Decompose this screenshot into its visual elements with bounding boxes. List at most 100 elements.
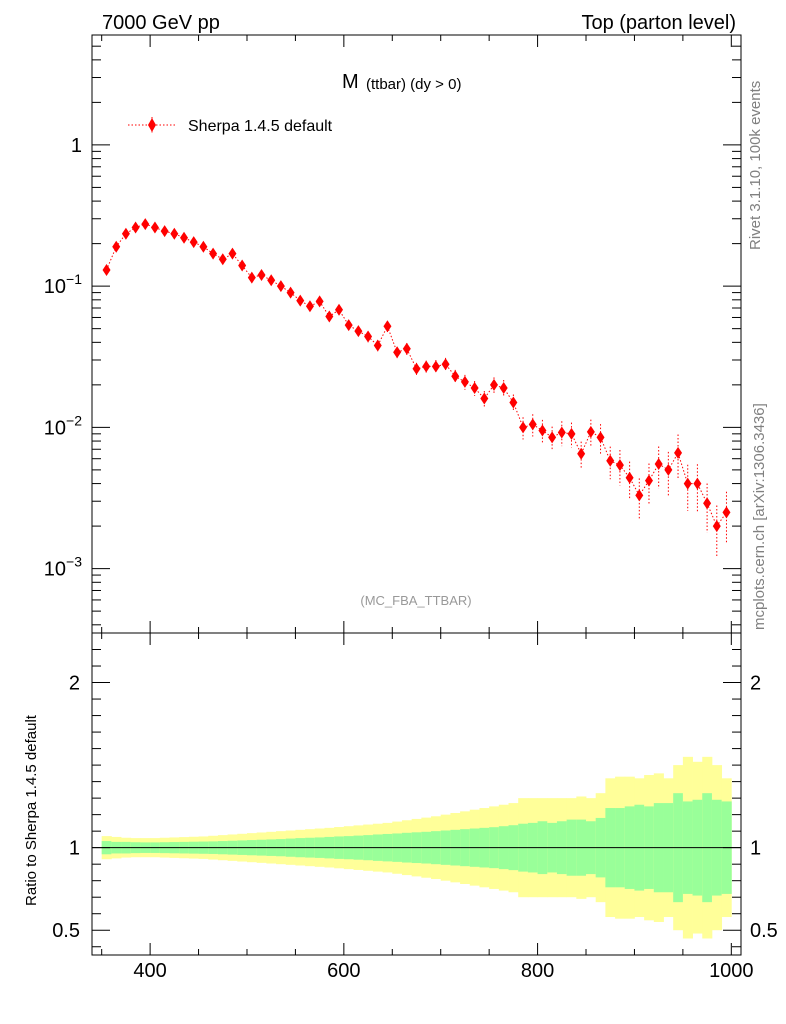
data-point: [703, 497, 712, 510]
data-point: [247, 271, 256, 284]
x-tick-label: 600: [327, 960, 360, 982]
data-point: [102, 264, 111, 277]
x-tick-label: 1000: [709, 960, 754, 982]
data-point: [480, 392, 489, 405]
ratio-frame: [91, 632, 742, 956]
x-tick-label: 400: [133, 960, 166, 982]
data-point: [402, 342, 411, 355]
series-sherpa: [102, 218, 731, 558]
data-point: [228, 247, 237, 260]
data-point: [393, 346, 402, 359]
main-y-tick-label: 10−1: [44, 271, 82, 298]
ratio-y-tick-label-right: 2: [750, 673, 761, 695]
data-point: [431, 360, 440, 373]
series-connector-line: [106, 223, 727, 528]
data-point: [112, 240, 121, 253]
data-point: [189, 236, 198, 249]
analysis-tag: (MC_FBA_TTBAR): [360, 593, 471, 608]
data-point: [383, 320, 392, 333]
ratio-y-axis-label: Ratio to Sherpa 1.4.5 default: [23, 714, 40, 906]
ratio-y-tick-label-left: 1: [69, 838, 80, 860]
data-point: [296, 294, 305, 307]
data-point: [644, 474, 653, 487]
data-point: [412, 362, 421, 375]
data-point: [460, 375, 469, 388]
data-point: [441, 358, 450, 371]
data-point: [596, 431, 605, 444]
ratio-panel: 0.5 0.5 1 1 2 2 400 600 800 1000 Ratio to Sherpa…: [23, 632, 778, 982]
plot-title-sub: (ttbar) (dy > 0): [366, 76, 461, 93]
main-axis-ticks: [92, 34, 741, 633]
data-point: [141, 218, 150, 231]
main-y-tick-label: 10−3: [44, 554, 82, 581]
data-point: [373, 339, 382, 352]
legend-marker: [148, 118, 156, 132]
data-point: [315, 295, 324, 308]
ratio-y-tick-labels: 0.5 0.5 1 1 2 2: [52, 673, 778, 943]
data-point: [209, 247, 218, 260]
header-energy: 7000 GeV pp: [102, 12, 220, 34]
main-panel: M (ttbar) (dy > 0) (MC_FBA_TTBAR) Sherpa…: [44, 34, 742, 634]
x-tick-label: 800: [521, 960, 554, 982]
data-point: [150, 221, 159, 234]
ratio-y-tick-label-right: 1: [750, 838, 761, 860]
data-point: [364, 330, 373, 343]
data-point: [625, 471, 634, 484]
plot-title-main: M: [342, 71, 359, 93]
data-point: [218, 253, 227, 266]
data-point: [180, 231, 189, 244]
data-point: [335, 303, 344, 316]
data-point: [519, 421, 528, 434]
data-point: [683, 477, 692, 490]
data-point: [422, 360, 431, 373]
data-point: [674, 446, 683, 459]
data-point: [606, 454, 615, 467]
data-point: [548, 431, 557, 444]
ratio-y-tick-label-left: 2: [69, 673, 80, 695]
data-point: [160, 225, 169, 238]
data-point: [499, 382, 508, 395]
mcplots-label: mcplots.cern.ch [arXiv:1306.3436]: [751, 403, 768, 630]
data-point: [489, 378, 498, 391]
data-point: [712, 520, 721, 533]
data-point: [286, 286, 295, 299]
data-point: [344, 319, 353, 332]
data-point: [664, 463, 673, 476]
data-point: [615, 459, 624, 472]
data-point: [693, 477, 702, 490]
data-point: [267, 274, 276, 287]
ratio-y-tick-label-left: 0.5: [52, 920, 80, 942]
data-point: [354, 325, 363, 338]
ratio-y-tick-label-right: 0.5: [750, 920, 778, 942]
data-point: [509, 396, 518, 409]
data-point: [305, 300, 314, 313]
data-point: [722, 506, 731, 519]
data-point: [538, 424, 547, 437]
data-point: [257, 268, 266, 281]
main-y-tick-labels: 1 10−1 10−2 10−3: [44, 135, 82, 581]
data-point: [451, 370, 460, 383]
x-tick-labels: 400 600 800 1000: [133, 960, 753, 982]
data-point: [577, 447, 586, 460]
data-point: [567, 427, 576, 440]
data-point: [325, 310, 334, 323]
data-point: [586, 425, 595, 438]
data-point: [121, 227, 130, 240]
data-point: [238, 259, 247, 272]
data-point: [170, 227, 179, 240]
data-point: [131, 221, 140, 234]
main-y-tick-label: 10−2: [44, 412, 82, 439]
main-y-tick-label: 1: [71, 135, 82, 157]
data-point: [654, 458, 663, 471]
data-point: [470, 382, 479, 395]
data-point: [557, 426, 566, 439]
data-point: [276, 280, 285, 293]
header-process: Top (parton level): [581, 12, 736, 34]
rivet-label: Rivet 3.1.10, 100k events: [747, 81, 764, 250]
data-point: [528, 418, 537, 431]
legend: Sherpa 1.4.5 default: [128, 117, 333, 135]
data-point: [635, 489, 644, 502]
legend-label: Sherpa 1.4.5 default: [188, 118, 333, 135]
ratio-axis-ticks: [92, 633, 741, 955]
